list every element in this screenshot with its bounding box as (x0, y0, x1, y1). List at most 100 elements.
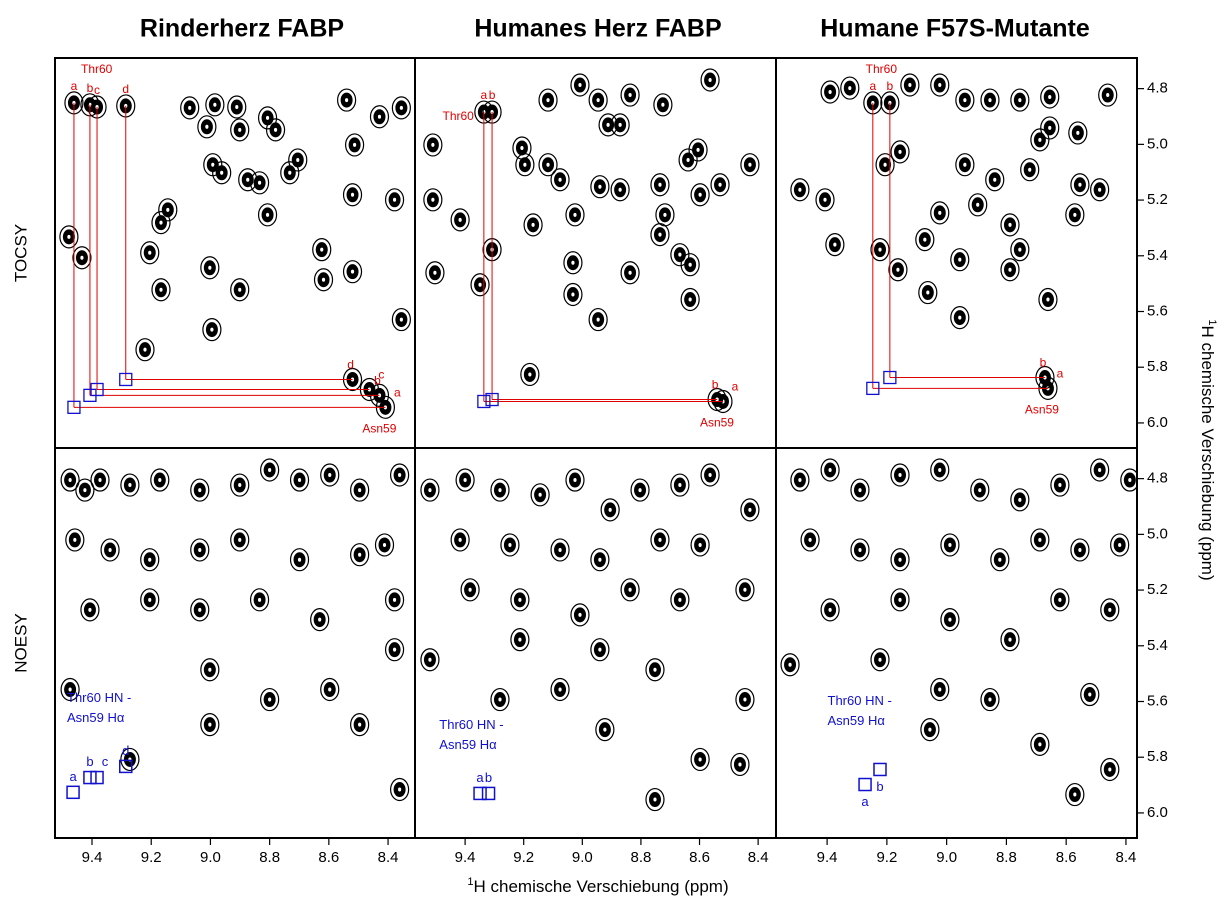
contour (820, 458, 840, 482)
x-tick-label: 8.4 (378, 849, 399, 866)
contour (128, 483, 132, 488)
peak (515, 153, 535, 177)
contour (135, 338, 155, 362)
peak-letter: a (861, 794, 869, 809)
contour (1010, 88, 1030, 112)
peak (512, 136, 532, 160)
contour (455, 468, 475, 492)
peak (423, 188, 443, 212)
contour (538, 492, 542, 497)
peak (610, 178, 630, 202)
peak (940, 607, 960, 632)
contour (571, 292, 575, 297)
peak (260, 687, 280, 712)
contour (289, 468, 310, 492)
peak (1010, 88, 1030, 112)
peak (420, 478, 440, 502)
peak (312, 238, 332, 262)
contour (188, 105, 192, 110)
contour (490, 478, 510, 502)
contour (565, 468, 585, 492)
peak-letter: a (71, 79, 78, 93)
peak (870, 648, 890, 672)
peak (1000, 213, 1020, 237)
contour (608, 507, 612, 512)
peak (450, 528, 470, 552)
contour (392, 197, 397, 202)
contour (650, 223, 670, 247)
label-text: H chemische Verschiebung (ppm) (1198, 326, 1217, 581)
contour (198, 607, 202, 612)
contour (320, 247, 324, 252)
contour (808, 537, 812, 542)
row-label: NOESY (11, 613, 30, 673)
contour (83, 488, 87, 493)
contour (265, 115, 270, 120)
peak (955, 153, 975, 177)
peak-letter: c (378, 368, 384, 382)
contour (538, 88, 558, 112)
peak (1110, 533, 1130, 557)
peak (655, 203, 675, 227)
contour (257, 106, 278, 130)
peak (1070, 538, 1090, 562)
contour (288, 170, 292, 175)
peak (690, 183, 710, 207)
peak (820, 598, 840, 622)
peak (800, 528, 820, 552)
contour (1108, 607, 1112, 612)
contour (735, 687, 755, 712)
peak-letter: b (485, 770, 492, 785)
contour (350, 543, 370, 567)
contour (88, 607, 92, 612)
contour (663, 212, 667, 217)
peak (968, 193, 988, 217)
contour (963, 98, 967, 103)
peak (735, 578, 755, 602)
contour (1068, 121, 1088, 145)
peak (565, 468, 585, 492)
peak (140, 241, 160, 265)
contour (1065, 782, 1085, 807)
peak (369, 105, 390, 129)
contour (490, 687, 510, 712)
x-tick-label: 8.8 (996, 849, 1017, 866)
residue-label: Asn59 (700, 416, 734, 430)
contour (358, 722, 362, 727)
contour (190, 538, 210, 562)
peak (590, 548, 610, 572)
peak (60, 468, 80, 492)
contour (470, 273, 490, 297)
peak (815, 188, 835, 212)
contour (68, 478, 72, 483)
peak (700, 463, 720, 487)
peak (890, 548, 910, 572)
contour (508, 542, 512, 547)
contour (1058, 597, 1062, 602)
y-tick-label: 5.0 (1147, 135, 1168, 152)
peak (570, 73, 590, 97)
contour (618, 122, 622, 127)
contour (1098, 187, 1102, 192)
contour (550, 538, 570, 562)
contour (958, 315, 962, 320)
contour (923, 237, 927, 242)
contour (280, 161, 300, 185)
contour (690, 747, 710, 772)
contour (458, 217, 462, 222)
peak (238, 168, 258, 192)
contour (896, 267, 900, 272)
contour (108, 547, 112, 552)
peak (598, 113, 618, 137)
contour (653, 93, 673, 117)
peak-letter: b (87, 81, 94, 95)
peak (950, 306, 970, 330)
contour (950, 306, 970, 330)
contour (520, 145, 524, 150)
contour (350, 269, 355, 274)
x-tick-label: 9.2 (513, 849, 534, 866)
peak (249, 588, 270, 612)
peak (890, 463, 910, 487)
contour (523, 162, 527, 167)
contour (998, 557, 1002, 562)
